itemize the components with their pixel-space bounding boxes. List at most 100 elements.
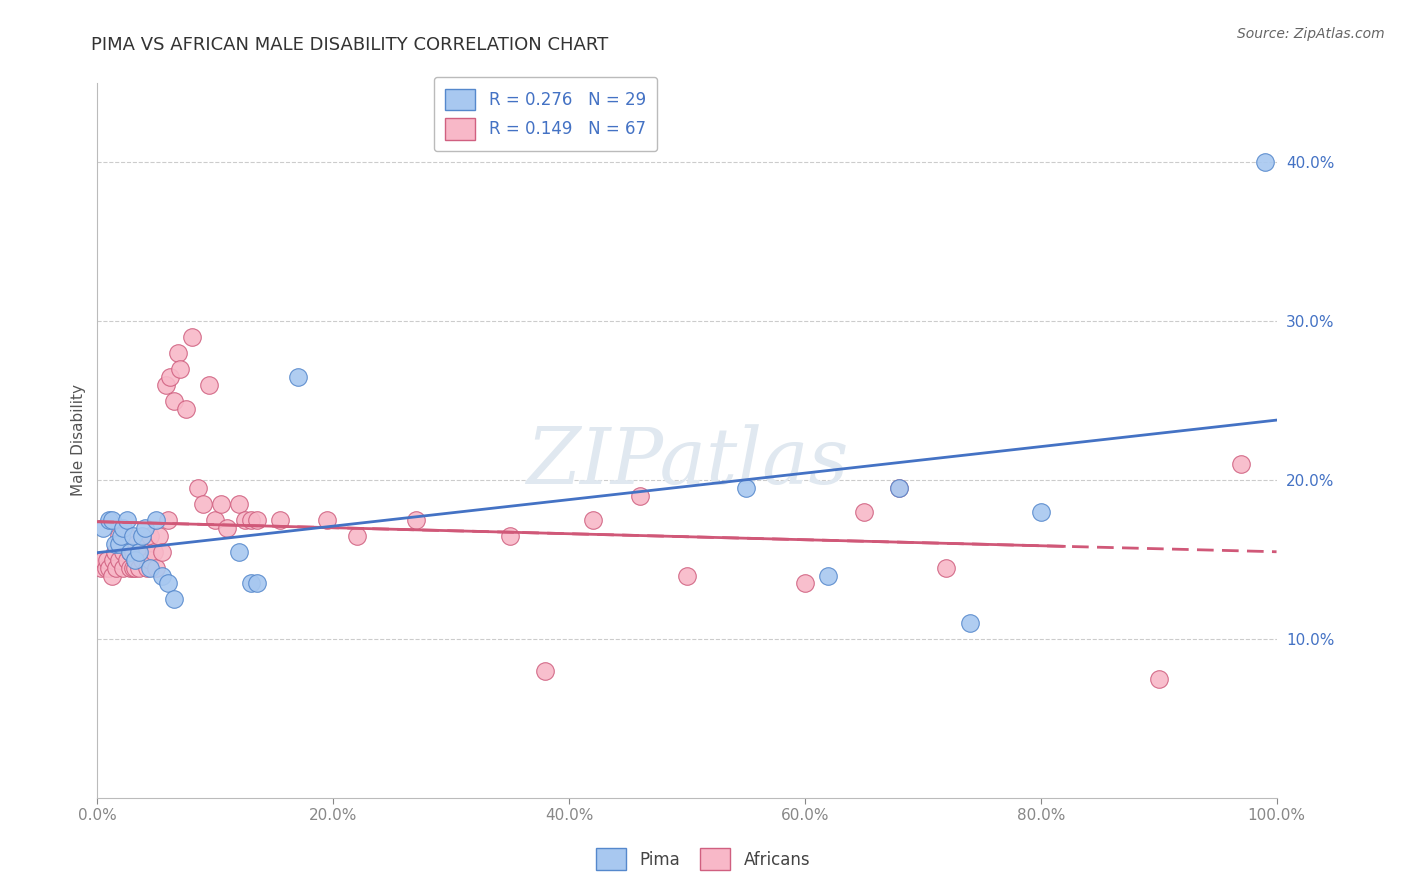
Point — [115, 513, 138, 527]
Point — [245, 513, 267, 527]
Point — [233, 513, 256, 527]
Point — [316, 513, 339, 527]
Point — [100, 568, 122, 582]
Point — [135, 560, 157, 574]
Point — [163, 592, 186, 607]
Point — [193, 497, 215, 511]
Point — [134, 521, 156, 535]
Point — [91, 552, 114, 566]
Point — [112, 560, 135, 574]
Point — [889, 481, 911, 495]
Point — [817, 568, 839, 582]
Point — [115, 552, 138, 566]
Text: ZIPatlas: ZIPatlas — [526, 424, 848, 500]
Point — [124, 560, 146, 574]
Point — [245, 576, 267, 591]
Point — [959, 616, 981, 631]
Point — [91, 521, 114, 535]
Point — [346, 529, 368, 543]
Text: PIMA VS AFRICAN MALE DISABILITY CORRELATION CHART: PIMA VS AFRICAN MALE DISABILITY CORRELAT… — [91, 36, 609, 54]
Point — [499, 529, 522, 543]
Text: Source: ZipAtlas.com: Source: ZipAtlas.com — [1237, 27, 1385, 41]
Point — [174, 401, 197, 416]
Point — [100, 513, 122, 527]
Point — [120, 560, 142, 574]
Y-axis label: Male Disability: Male Disability — [72, 384, 86, 497]
Point — [204, 513, 226, 527]
Point — [96, 552, 118, 566]
Point — [269, 513, 291, 527]
Point — [628, 489, 651, 503]
Point — [735, 481, 758, 495]
Point — [107, 529, 129, 543]
Point — [98, 513, 121, 527]
Point — [120, 545, 142, 559]
Point — [405, 513, 427, 527]
Point — [131, 529, 153, 543]
Point — [121, 560, 143, 574]
Point — [239, 513, 262, 527]
Point — [112, 521, 135, 535]
Point — [676, 568, 699, 582]
Point — [852, 505, 875, 519]
Point — [209, 497, 232, 511]
Point — [142, 545, 165, 559]
Point — [1254, 155, 1277, 169]
Point — [215, 521, 238, 535]
Point — [239, 576, 262, 591]
Point — [935, 560, 957, 574]
Point — [139, 560, 162, 574]
Point — [198, 377, 221, 392]
Point — [581, 513, 603, 527]
Point — [128, 560, 150, 574]
Point — [1029, 505, 1052, 519]
Point — [169, 362, 191, 376]
Point — [121, 545, 143, 559]
Point — [150, 568, 173, 582]
Point — [121, 529, 143, 543]
Point — [139, 552, 162, 566]
Point — [287, 370, 309, 384]
Point — [155, 377, 177, 392]
Point — [1230, 458, 1253, 472]
Point — [101, 552, 124, 566]
Point — [159, 370, 181, 384]
Point — [107, 552, 129, 566]
Point — [110, 529, 132, 543]
Point — [145, 560, 167, 574]
Point — [150, 545, 173, 559]
Point — [104, 545, 127, 559]
Point — [125, 537, 148, 551]
Point — [228, 497, 250, 511]
Point — [134, 545, 156, 559]
Point — [793, 576, 815, 591]
Point — [112, 545, 135, 559]
Point — [148, 529, 170, 543]
Point — [157, 513, 180, 527]
Point — [187, 481, 209, 495]
Point — [110, 537, 132, 551]
Point — [145, 513, 167, 527]
Point — [105, 560, 128, 574]
Point — [120, 545, 142, 559]
Point — [90, 560, 112, 574]
Point — [139, 529, 162, 543]
Point — [180, 330, 202, 344]
Point — [134, 537, 156, 551]
Point — [128, 545, 150, 559]
Point — [104, 537, 127, 551]
Legend: Pima, Africans: Pima, Africans — [589, 842, 817, 877]
Legend: R = 0.276   N = 29, R = 0.149   N = 67: R = 0.276 N = 29, R = 0.149 N = 67 — [433, 77, 658, 152]
Point — [131, 552, 153, 566]
Point — [107, 537, 129, 551]
Point — [166, 346, 188, 360]
Point — [889, 481, 911, 495]
Point — [157, 576, 180, 591]
Point — [163, 393, 186, 408]
Point — [98, 560, 121, 574]
Point — [1147, 672, 1170, 686]
Point — [534, 664, 557, 678]
Point — [128, 545, 150, 559]
Point — [115, 529, 138, 543]
Point — [228, 545, 250, 559]
